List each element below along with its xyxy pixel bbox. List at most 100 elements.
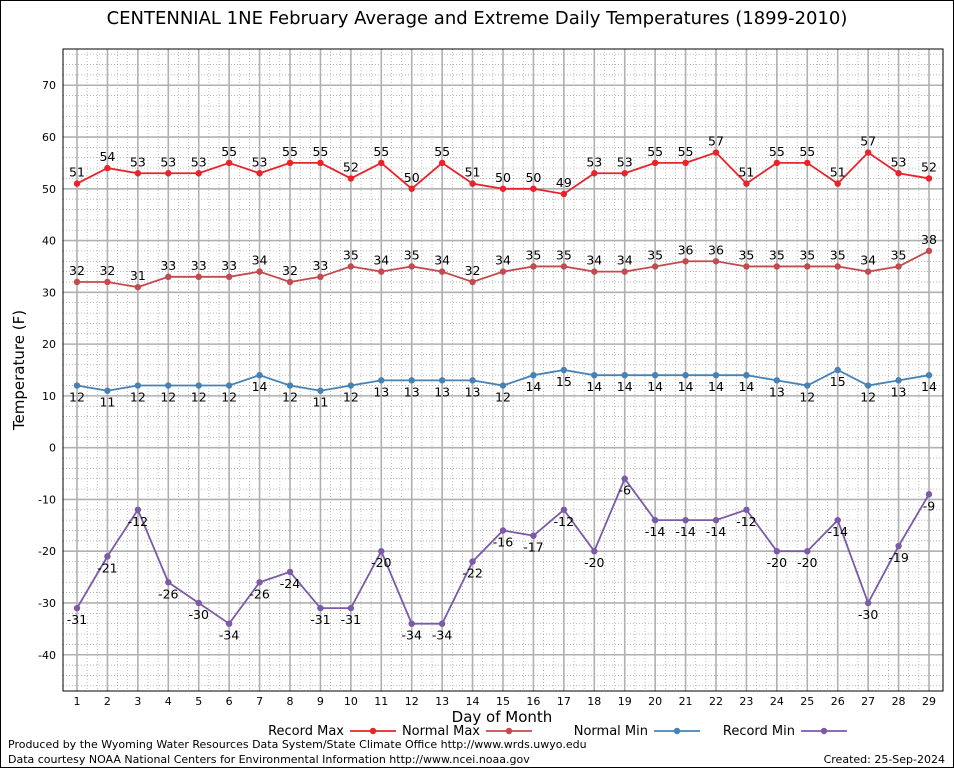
data-label: 14: [525, 379, 541, 394]
data-label: -34: [432, 628, 452, 643]
data-label: 51: [830, 165, 846, 180]
data-label: 35: [343, 247, 359, 262]
x-tick-label: 1: [74, 695, 81, 708]
data-point: [73, 278, 81, 286]
data-point: [286, 278, 294, 286]
legend-item: Record Max: [268, 724, 396, 739]
data-point: [895, 170, 902, 177]
data-point: [469, 278, 476, 286]
data-label: -14: [828, 524, 848, 539]
data-label: -24: [280, 576, 300, 591]
data-point: [347, 382, 355, 389]
data-point: [834, 366, 841, 374]
data-point: [286, 159, 294, 167]
data-label: 12: [495, 390, 511, 405]
data-point: [347, 175, 355, 182]
data-point: [225, 620, 233, 627]
y-tick-label: 60: [42, 131, 56, 144]
data-point: [743, 371, 750, 379]
x-tick-label: 4: [165, 695, 172, 708]
series-normal-min: 12 11 12 12 12 12 14 12 11 12 13 13 13 13 12 14 15 14 14 14…: [69, 366, 937, 410]
data-label: 50: [404, 170, 420, 185]
data-point: [195, 273, 202, 281]
data-point: [73, 382, 81, 389]
data-label: 53: [617, 154, 633, 169]
data-label: 35: [404, 247, 420, 262]
data-point: [378, 548, 385, 555]
x-tick-label: 7: [256, 695, 263, 708]
data-point: [773, 548, 781, 555]
legend-item: Normal Max: [402, 724, 532, 739]
data-point: [408, 185, 415, 192]
data-label: 50: [495, 170, 511, 185]
data-label: 55: [373, 144, 389, 159]
data-point: [530, 532, 537, 539]
legend-item: Record Min: [723, 724, 847, 739]
data-point: [925, 491, 933, 498]
data-point: [286, 568, 294, 576]
x-tick-label: 15: [496, 695, 510, 708]
data-label: 11: [99, 395, 115, 410]
x-tick-label: 26: [831, 695, 845, 708]
data-point: [165, 382, 172, 389]
x-tick-label: 24: [770, 695, 784, 708]
y-tick-label: 30: [42, 286, 56, 299]
data-label: 51: [69, 165, 85, 180]
data-point: [134, 283, 142, 291]
data-label: -20: [797, 555, 817, 570]
data-label: 14: [252, 379, 268, 394]
data-point: [864, 149, 872, 156]
data-point: [651, 159, 659, 167]
data-point: [560, 366, 568, 374]
data-label: 15: [830, 374, 846, 389]
data-label: 51: [738, 165, 754, 180]
x-tick-label: 21: [679, 695, 693, 708]
data-point: [682, 371, 689, 379]
x-tick-label: 17: [557, 695, 571, 708]
data-label: -9: [923, 498, 936, 513]
x-tick-label: 6: [226, 695, 233, 708]
data-point: [651, 263, 659, 270]
data-label: -19: [888, 550, 908, 565]
data-label: 36: [708, 242, 724, 257]
series-layer: 51 54 53 53 53 55 53 55 55 52 55 50 55 51 50 50 49 53 53 55…: [67, 134, 937, 643]
data-label: -12: [736, 514, 756, 529]
data-point: [651, 371, 659, 379]
data-label: -31: [341, 612, 361, 627]
data-point: [621, 268, 628, 275]
data-point: [317, 604, 324, 612]
data-label: 31: [130, 268, 146, 283]
data-point: [499, 268, 507, 275]
data-point: [378, 159, 385, 167]
x-tick-label: 25: [800, 695, 814, 708]
data-point: [925, 247, 933, 255]
data-label: 32: [99, 263, 115, 278]
legend-marker: [673, 727, 681, 735]
x-tick-label: 16: [526, 695, 540, 708]
data-point: [773, 263, 781, 270]
data-point: [834, 263, 841, 270]
data-label: 32: [465, 263, 481, 278]
x-tick-label: 20: [648, 695, 662, 708]
data-point: [438, 620, 446, 627]
data-label: 36: [678, 242, 694, 257]
data-point: [225, 382, 233, 389]
minor-grid: [63, 49, 943, 691]
data-label: 52: [921, 159, 937, 174]
data-point: [378, 377, 385, 384]
data-point: [134, 170, 142, 177]
data-point: [743, 180, 750, 187]
data-label: 35: [799, 247, 815, 262]
data-point: [225, 273, 233, 281]
data-point: [712, 371, 720, 379]
x-tick-label: 11: [374, 695, 388, 708]
data-label: -26: [249, 586, 269, 601]
x-tick-label: 12: [405, 695, 419, 708]
data-point: [499, 382, 507, 389]
data-label: 35: [830, 247, 846, 262]
data-point: [743, 506, 750, 513]
data-label: -31: [310, 612, 330, 627]
data-label: 32: [282, 263, 298, 278]
data-label: 33: [160, 258, 176, 273]
data-point: [530, 185, 537, 192]
